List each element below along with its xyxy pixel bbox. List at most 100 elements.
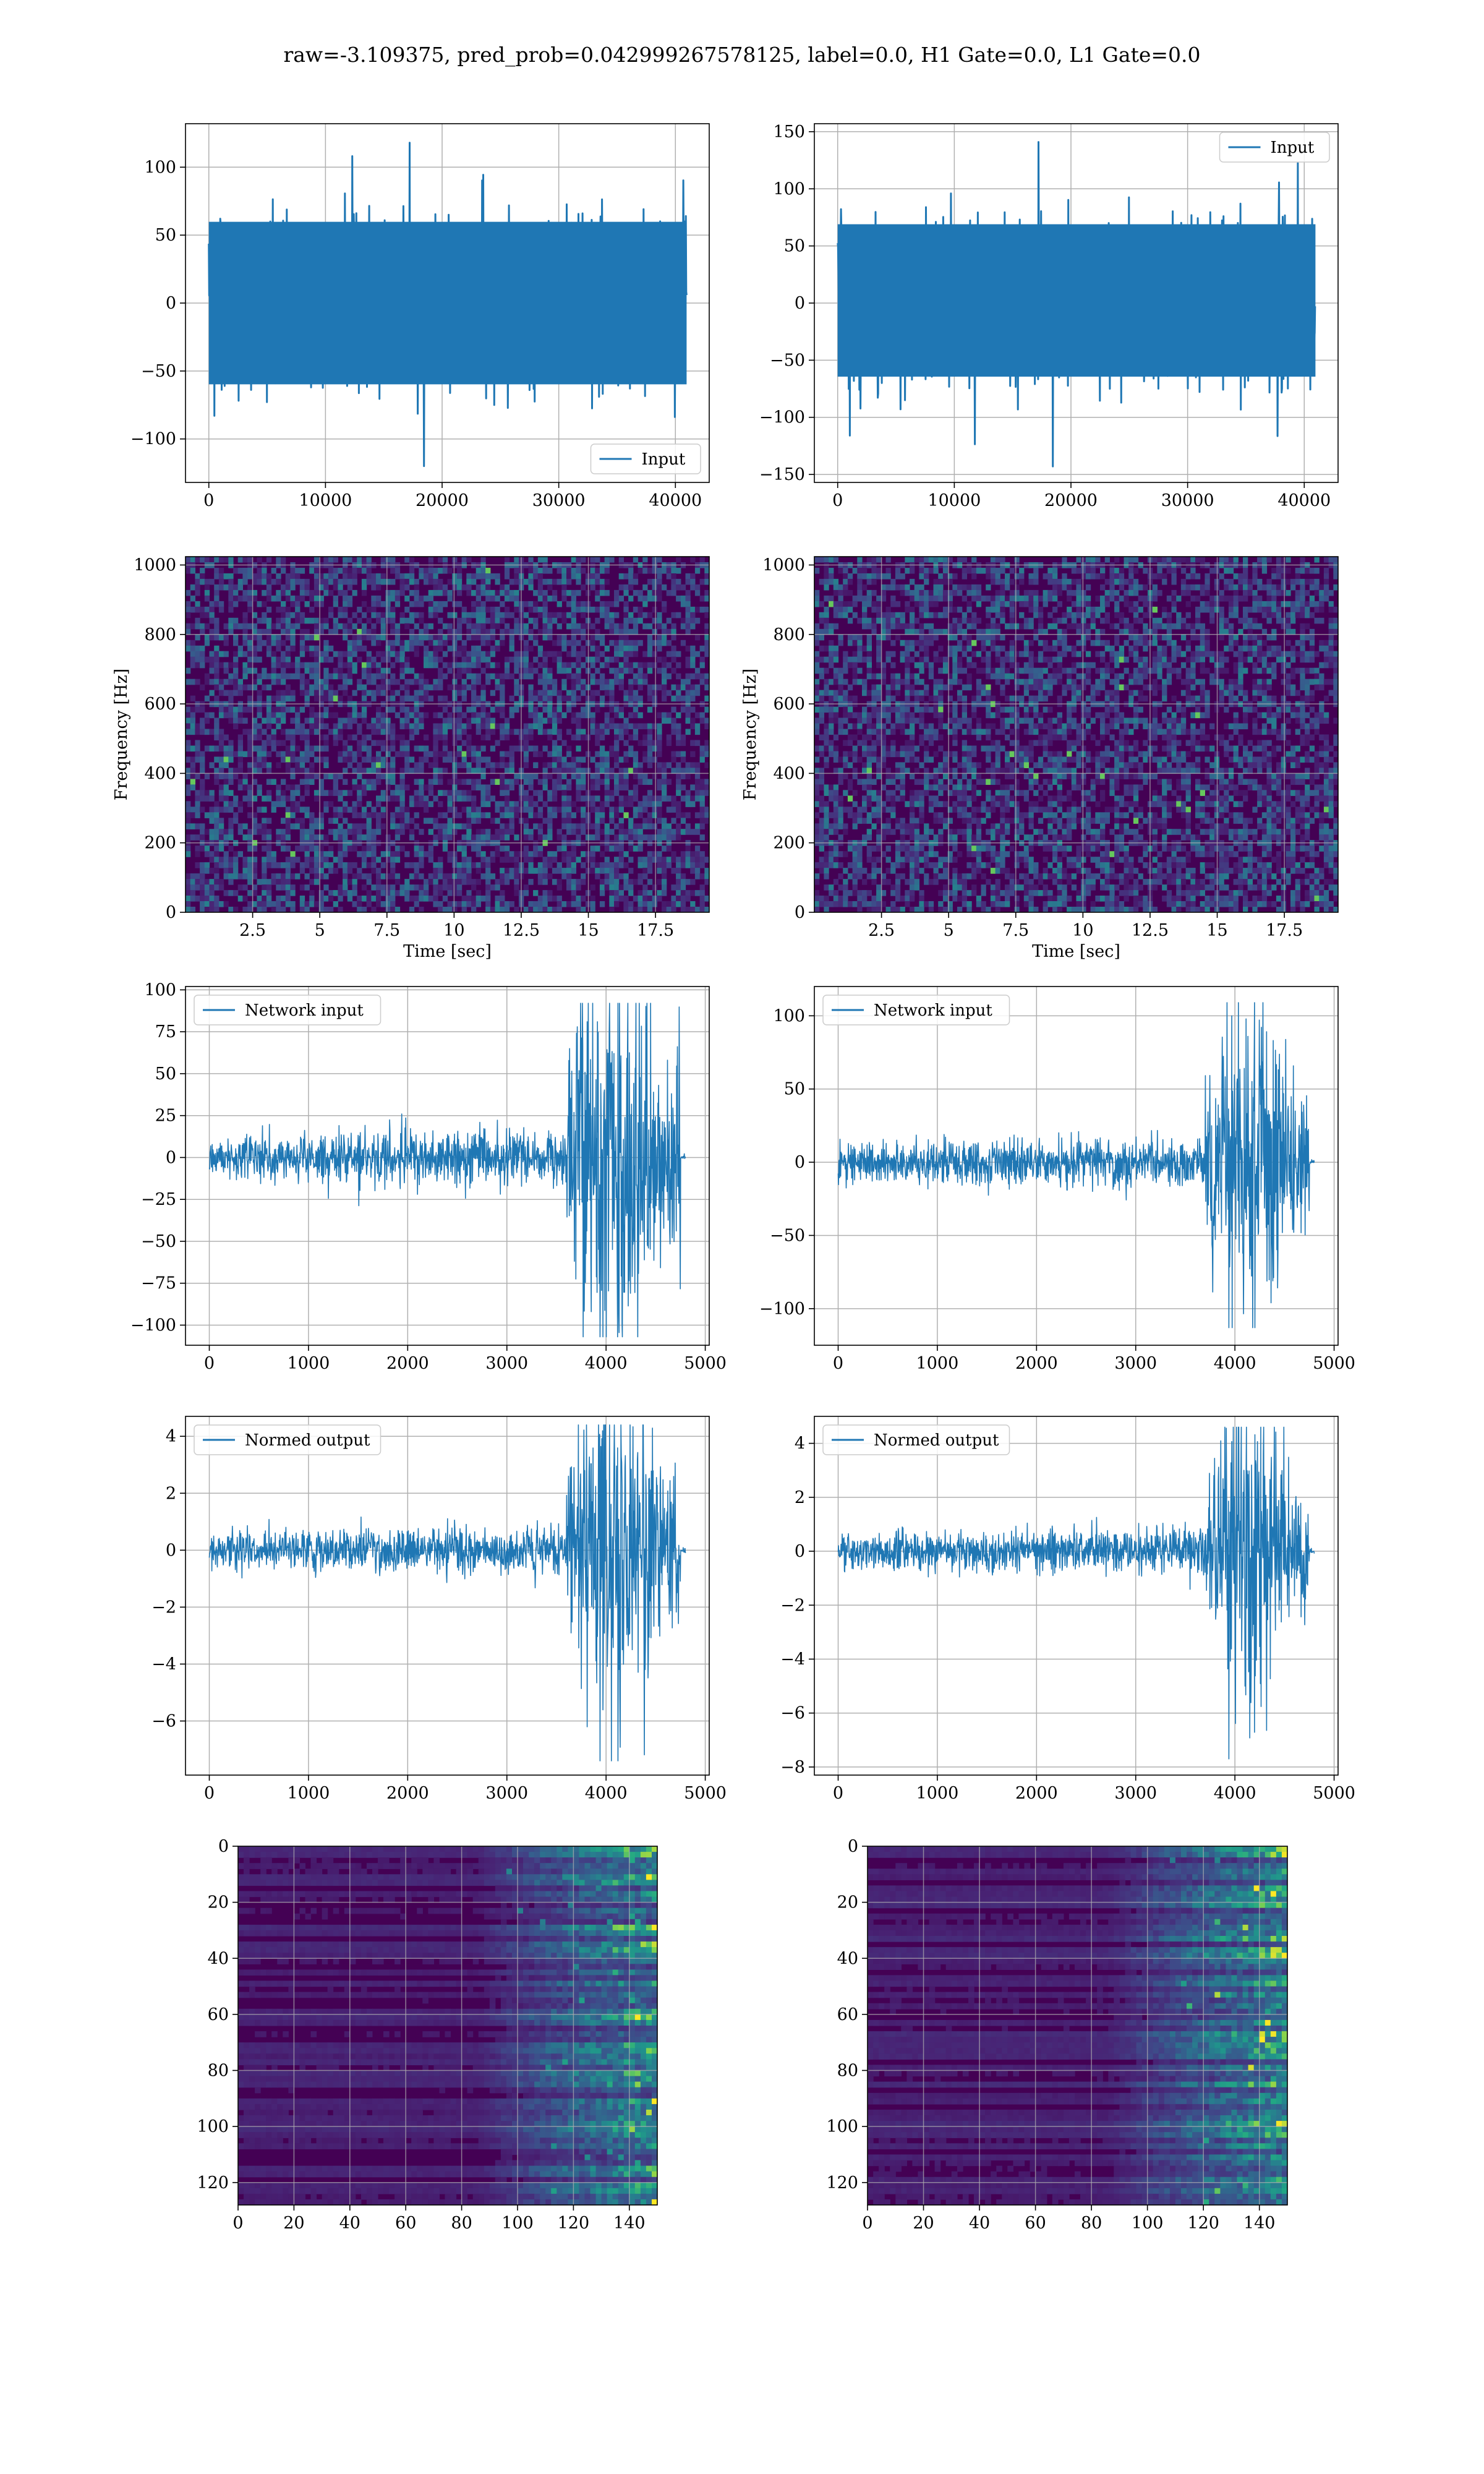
spectrogram-cell: [390, 896, 396, 902]
spectrogram-cell: [657, 684, 662, 691]
spectrogram-cell: [699, 779, 705, 785]
spectrogram-cell: [257, 695, 262, 702]
spectrogram-cell: [1157, 568, 1162, 574]
spectrogram-cell: [1195, 595, 1201, 602]
spectrogram-cell: [690, 723, 696, 730]
spectrogram-cell: [480, 717, 486, 724]
spectrogram-cell: [333, 667, 338, 674]
spectrogram-cell: [599, 745, 605, 752]
spectrogram-cell: [485, 829, 491, 835]
spectrogram-cell: [614, 651, 620, 657]
spectrogram-cell: [633, 645, 639, 652]
spectrogram-cell: [266, 717, 272, 724]
spectrogram-cell: [266, 623, 272, 630]
spectrogram-cell: [309, 606, 315, 613]
spectrogram-cell: [461, 723, 467, 730]
spectrogram-cell: [1000, 568, 1005, 574]
spectrogram-cell: [218, 712, 224, 719]
spectrogram-cell: [485, 857, 491, 863]
spectrogram-cell: [642, 779, 648, 785]
spectrogram-cell: [471, 879, 477, 885]
spectrogram-cell: [866, 557, 872, 563]
spectrogram-cell: [281, 712, 286, 719]
spectrogram-cell: [928, 601, 934, 607]
spectrogram-cell: [438, 589, 443, 596]
spectrogram-cell: [295, 807, 301, 813]
spectrogram-cell: [690, 762, 696, 768]
spectrogram-cell: [614, 589, 620, 596]
spectrogram-cell: [480, 695, 486, 702]
spectrogram-cell: [390, 557, 396, 563]
series-core-band: [837, 224, 1316, 377]
spectrogram-cell: [313, 823, 320, 829]
spectrogram-cell: [333, 834, 338, 841]
spectrogram-cell: [590, 557, 595, 563]
spectrogram-cell: [347, 568, 353, 574]
spectrogram-cell: [466, 723, 472, 730]
spectrogram-cell: [1224, 557, 1229, 563]
spectrogram-cell: [986, 573, 991, 580]
spectrogram-cell: [480, 601, 486, 607]
spectrogram-cell: [262, 845, 267, 852]
spectrogram-cell: [237, 829, 243, 835]
spectrogram-cell: [414, 884, 419, 891]
spectrogram-cell: [433, 734, 438, 741]
spectrogram-cell: [504, 801, 510, 807]
spectrogram-cell: [404, 606, 410, 613]
spectrogram-cell: [647, 578, 653, 585]
spectrogram-cell: [1252, 589, 1258, 596]
spectrogram-cell: [228, 589, 234, 596]
spectrogram-cell: [466, 896, 472, 902]
spectrogram-cell: [1233, 584, 1239, 591]
spectrogram-cell: [671, 628, 676, 635]
spectrogram-cell: [614, 834, 620, 841]
spectrogram-cell: [428, 623, 433, 630]
spectrogram-cell: [609, 896, 615, 902]
spectrogram-cell: [318, 723, 324, 730]
spectrogram-cell: [1114, 557, 1120, 563]
spectrogram-cell: [399, 845, 405, 852]
spectrogram-cell: [357, 784, 362, 790]
spectrogram-cell: [1104, 557, 1110, 563]
spectrogram-cell: [414, 768, 419, 774]
spectrogram-cell: [571, 568, 576, 574]
spectrogram-cell: [1323, 573, 1329, 580]
spectrogram-cell: [581, 896, 586, 902]
spectrogram-cell: [433, 678, 438, 685]
spectrogram-cell: [352, 651, 357, 657]
spectrogram-cell: [352, 568, 357, 574]
spectrogram-cell: [404, 818, 410, 824]
spectrogram-cell: [357, 745, 362, 752]
spectrogram-cell: [595, 729, 600, 735]
spectrogram-cell: [947, 573, 953, 580]
spectrogram-cell: [214, 568, 220, 574]
spectrogram-cell: [452, 706, 458, 713]
spectrogram-cell: [428, 751, 433, 758]
spectrogram-cell: [942, 557, 949, 563]
spectrogram-cell: [223, 834, 229, 841]
spectrogram-cell: [962, 557, 967, 563]
spectrogram-cell: [910, 589, 915, 596]
spectrogram-cell: [357, 896, 362, 902]
spectrogram-cell: [186, 873, 191, 880]
spectrogram-cell: [352, 706, 357, 713]
spectrogram-cell: [223, 857, 229, 863]
spectrogram-cell: [662, 695, 667, 702]
spectrogram-cell: [490, 606, 496, 613]
spectrogram-cell: [561, 756, 567, 763]
spectrogram-cell: [590, 851, 595, 857]
spectrogram-cell: [242, 751, 248, 758]
spectrogram-cell: [242, 623, 248, 630]
spectrogram-cell: [685, 762, 691, 768]
spectrogram-cell: [247, 812, 253, 818]
spectrogram-cell: [237, 712, 243, 719]
spectrogram-cell: [347, 578, 353, 585]
spectrogram-cell: [262, 589, 267, 596]
spectrogram-cell: [666, 617, 672, 624]
spectrogram-cell: [671, 801, 676, 807]
spectrogram-cell: [537, 907, 544, 912]
spectrogram-cell: [186, 589, 191, 596]
spectrogram-cell: [485, 673, 491, 680]
spectrogram-cell: [500, 890, 505, 896]
